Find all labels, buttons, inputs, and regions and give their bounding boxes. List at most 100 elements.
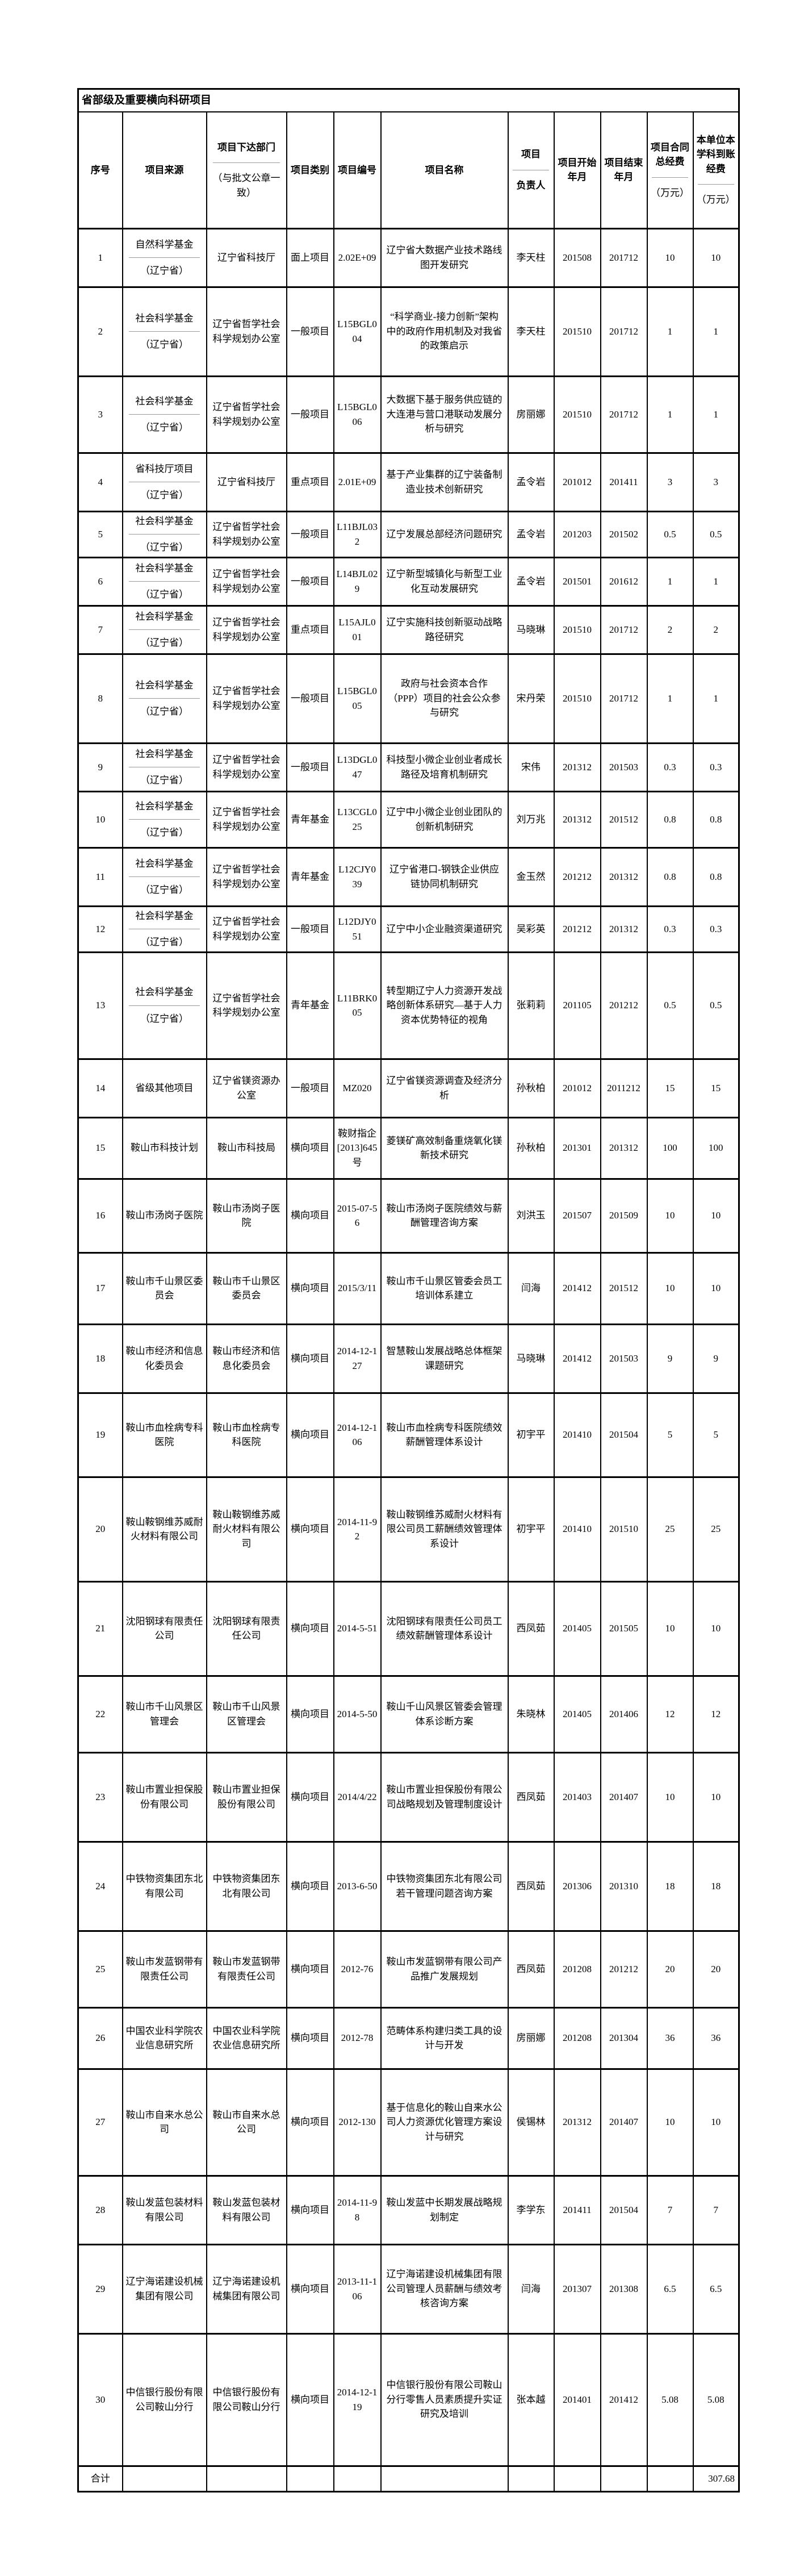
cell-end-date: 201512 bbox=[600, 1251, 648, 1325]
cell-project-name: 鞍山市置业担保股份有限公司战略规划及管理制度设计 bbox=[380, 1751, 509, 1842]
cell-project-name: 鞍山发蓝中长期发展战略规划制定 bbox=[380, 2174, 509, 2245]
cell-serial: 28 bbox=[77, 2174, 123, 2245]
cell-serial: 22 bbox=[77, 1675, 123, 1753]
cell-code: 2014-5-50 bbox=[333, 1675, 382, 1753]
cell-source: 社会科学基金 （辽宁省） bbox=[122, 510, 207, 558]
cell-code: 2012-76 bbox=[333, 1930, 382, 2008]
cell-account-fund: 10 bbox=[692, 1580, 740, 1676]
cell-start-date: 201405 bbox=[553, 1580, 601, 1676]
table-row: 3 社会科学基金 （辽宁省） 辽宁省哲学社会科学规划办公室 一般项目 L15BGL006 大… bbox=[77, 375, 740, 453]
col-header-name: 项目名称 bbox=[380, 111, 509, 229]
cell-total-fund: 18 bbox=[646, 1840, 694, 1931]
source-name: 鞍山市千山景区委员会 bbox=[125, 1275, 203, 1301]
source-divider bbox=[129, 819, 200, 820]
cell-project-name: 范畴体系构建归类工具的设计与开发 bbox=[380, 2006, 509, 2069]
cell-code: 2.02E+09 bbox=[333, 227, 382, 287]
col-header-end-date: 项目结束年月 bbox=[600, 111, 648, 229]
cell-account-fund: 1 bbox=[692, 653, 740, 744]
cell-end-date: 201411 bbox=[600, 452, 648, 512]
cell-source: 社会科学基金 （辽宁省） bbox=[122, 846, 207, 907]
table-row: 4 省科技厅项目 （辽宁省） 辽宁省科技厅 重点项目 2.01E+09 基于产业集群的辽宁装… bbox=[77, 452, 740, 512]
cell-department: 辽宁省哲学社会科学规划办公室 bbox=[206, 556, 287, 606]
col-header-account-fund: 本单位本学科到账经费 （万元） bbox=[692, 111, 740, 229]
table-row: 22 鞍山市千山风景区管理会 鞍山市千山风景区管理会 横向项目 2014-5-50 鞍山千… bbox=[77, 1675, 740, 1753]
cell-category: 横向项目 bbox=[286, 1251, 334, 1325]
source-name: 鞍山市自来水总公司 bbox=[125, 2109, 203, 2135]
cell-start-date: 201208 bbox=[553, 2006, 601, 2069]
total-empty-cell bbox=[553, 2465, 601, 2492]
cell-category: 横向项目 bbox=[286, 1392, 334, 1477]
cell-project-name: 辽宁新型城镇化与新型工业化互动发展研究 bbox=[380, 556, 509, 606]
cell-source: 社会科学基金 （辽宁省） bbox=[122, 905, 207, 953]
cell-end-date: 201612 bbox=[600, 556, 648, 606]
cell-department: 辽宁省哲学社会科学规划办公室 bbox=[206, 653, 287, 744]
cell-project-name: 辽宁省大数据产业技术路线图开发研究 bbox=[380, 227, 509, 287]
cell-serial: 8 bbox=[77, 653, 123, 744]
col-header-leader-top: 项目 bbox=[521, 149, 541, 160]
cell-source: 鞍山市千山风景区管理会 bbox=[122, 1675, 207, 1753]
cell-total-fund: 25 bbox=[646, 1476, 694, 1582]
cell-serial: 7 bbox=[77, 604, 123, 654]
cell-account-fund: 18 bbox=[692, 1840, 740, 1931]
cell-start-date: 201312 bbox=[553, 2068, 601, 2176]
cell-start-date: 201510 bbox=[553, 604, 601, 654]
source-region: （辽宁省） bbox=[140, 1013, 189, 1024]
cell-serial: 3 bbox=[77, 375, 123, 453]
cell-category: 一般项目 bbox=[286, 653, 334, 744]
cell-start-date: 201510 bbox=[553, 375, 601, 453]
cell-end-date: 201503 bbox=[600, 1323, 648, 1393]
table-row: 7 社会科学基金 （辽宁省） 辽宁省哲学社会科学规划办公室 重点项目 L15AJL001 辽… bbox=[77, 604, 740, 654]
cell-leader: 吴彩英 bbox=[507, 905, 555, 953]
col-header-category: 项目类别 bbox=[286, 111, 334, 229]
cell-account-fund: 100 bbox=[692, 1116, 740, 1179]
cell-source: 社会科学基金 （辽宁省） bbox=[122, 653, 207, 744]
cell-account-fund: 1 bbox=[692, 375, 740, 453]
cell-account-fund: 10 bbox=[692, 2068, 740, 2176]
cell-code: 2014-11-98 bbox=[333, 2174, 382, 2245]
cell-total-fund: 2 bbox=[646, 604, 694, 654]
cell-total-fund: 9 bbox=[646, 1323, 694, 1393]
cell-department: 辽宁省镁资源办公室 bbox=[206, 1058, 287, 1118]
table-row: 2 社会科学基金 （辽宁省） 辽宁省哲学社会科学规划办公室 一般项目 L15BGL004 “… bbox=[77, 286, 740, 377]
cell-code: 2.01E+09 bbox=[333, 452, 382, 512]
cell-start-date: 201411 bbox=[553, 2174, 601, 2245]
cell-code: 鞍财指企[2013]645号 bbox=[333, 1116, 382, 1179]
source-region: （辽宁省） bbox=[140, 542, 189, 553]
source-region: （辽宁省） bbox=[140, 637, 189, 648]
cell-end-date: 201407 bbox=[600, 1751, 648, 1842]
source-name: 社会科学基金 bbox=[135, 611, 194, 622]
cell-account-fund: 5.08 bbox=[692, 2332, 740, 2466]
cell-leader: 初宇平 bbox=[507, 1476, 555, 1582]
cell-start-date: 201012 bbox=[553, 1058, 601, 1118]
source-divider bbox=[129, 534, 200, 535]
cell-project-name: 转型期辽宁人力资源开发战略创新体系研究—基于人力资本优势特征的视角 bbox=[380, 951, 509, 1059]
cell-project-name: 中铁物资集团东北有限公司若干管理问题咨询方案 bbox=[380, 1840, 509, 1931]
cell-serial: 11 bbox=[77, 846, 123, 907]
cell-start-date: 201410 bbox=[553, 1392, 601, 1477]
source-region: （辽宁省） bbox=[140, 706, 189, 717]
cell-serial: 20 bbox=[77, 1476, 123, 1582]
source-name: 省级其他项目 bbox=[135, 1082, 194, 1093]
cell-serial: 18 bbox=[77, 1323, 123, 1393]
cell-total-fund: 15 bbox=[646, 1058, 694, 1118]
cell-serial: 12 bbox=[77, 905, 123, 953]
cell-leader: 朱晓林 bbox=[507, 1675, 555, 1753]
cell-account-fund: 0.3 bbox=[692, 905, 740, 953]
cell-start-date: 201208 bbox=[553, 1930, 601, 2008]
cell-total-fund: 5.08 bbox=[646, 2332, 694, 2466]
cell-end-date: 201504 bbox=[600, 1392, 648, 1477]
table-row: 21 沈阳钢球有限责任公司 沈阳钢球有限责任公司 横向项目 2014-5-51 沈阳钢球有… bbox=[77, 1580, 740, 1676]
cell-start-date: 201510 bbox=[553, 653, 601, 744]
cell-total-fund: 0.8 bbox=[646, 790, 694, 848]
cell-leader: 宋伟 bbox=[507, 742, 555, 792]
cell-source: 中国农业科学院农业信息研究所 bbox=[122, 2006, 207, 2069]
source-divider bbox=[129, 581, 200, 582]
cell-category: 一般项目 bbox=[286, 905, 334, 953]
cell-total-fund: 12 bbox=[646, 1675, 694, 1753]
table-row: 23 鞍山市置业担保股份有限公司 鞍山市置业担保股份有限公司 横向项目 2014/4/2… bbox=[77, 1751, 740, 1842]
total-label: 合计 bbox=[77, 2465, 123, 2492]
source-region: （辽宁省） bbox=[140, 339, 189, 350]
table-row: 1 自然科学基金 （辽宁省） 辽宁省科技厅 面上项目 2.02E+09 辽宁省大数据产业技术… bbox=[77, 227, 740, 287]
source-name: 社会科学基金 bbox=[135, 858, 194, 869]
